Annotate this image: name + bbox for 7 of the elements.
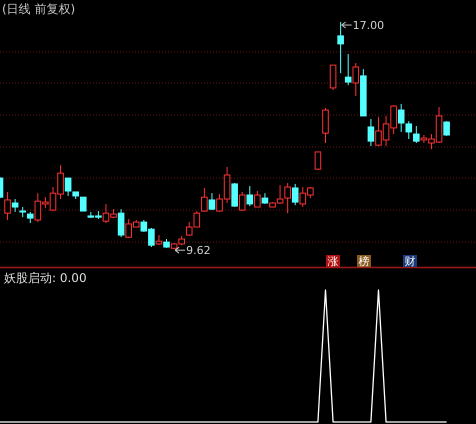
chart-title: (日线 前复权): [2, 2, 76, 16]
chart-title: 妖股启动: 0.00: [4, 271, 87, 285]
text: 财: [404, 255, 416, 268]
text: 涨: [328, 255, 338, 268]
annotation: 17.00: [352, 19, 384, 32]
annotation: 9.62: [186, 244, 211, 258]
text: 榜: [358, 255, 370, 268]
